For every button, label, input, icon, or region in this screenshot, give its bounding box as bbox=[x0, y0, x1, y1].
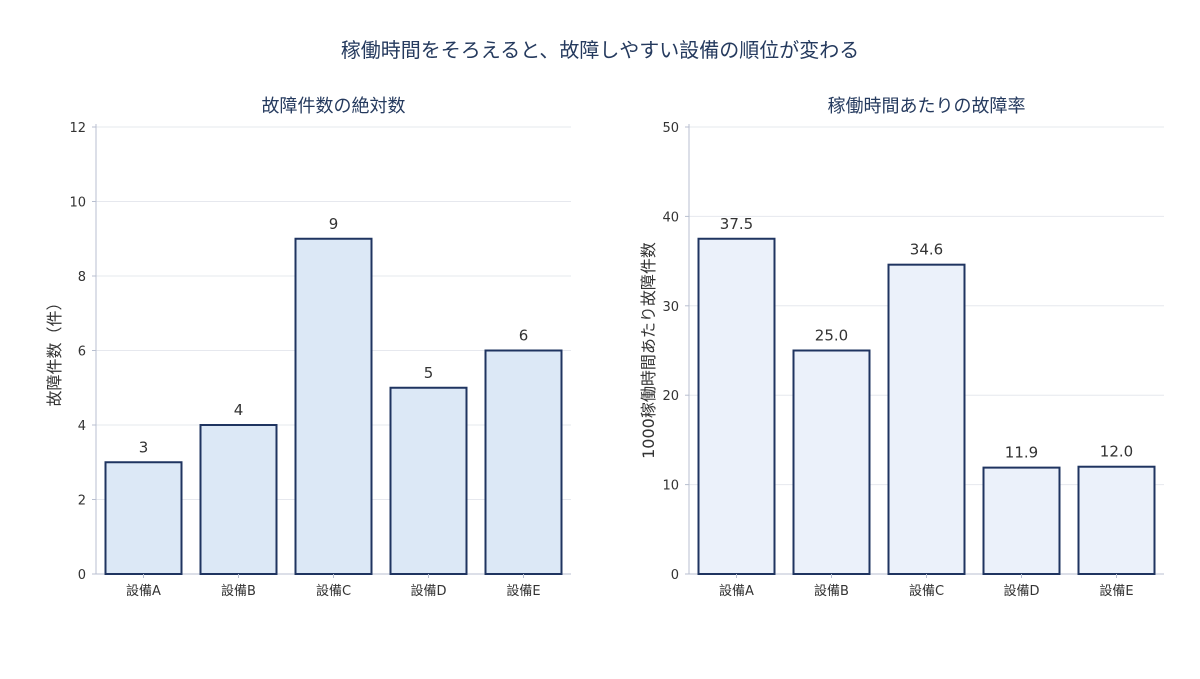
chart-1-y-tick-label: 10 bbox=[69, 196, 86, 211]
chart-2-y-axis-label: 1000稼働時間あたり故障件数 bbox=[639, 242, 658, 459]
chart-2-bar bbox=[887, 263, 966, 575]
chart-1-bar bbox=[199, 424, 278, 575]
chart-1-x-tick-label: 設備E bbox=[506, 583, 540, 599]
chart-2-x-tick-label: 設備C bbox=[909, 583, 944, 599]
chart-2-x-tick-label: 設備A bbox=[719, 583, 754, 599]
chart-2-y-tick-label: 10 bbox=[662, 479, 679, 494]
chart-1-bar bbox=[389, 386, 468, 575]
chart-2-y-tick-label: 40 bbox=[662, 210, 679, 225]
chart-2-bar bbox=[697, 237, 776, 575]
chart-2-title: 稼働時間あたりの故障率 bbox=[828, 96, 1026, 117]
chart-2-bar bbox=[1077, 465, 1156, 575]
chart-2-x-tick-label: 設備B bbox=[814, 583, 849, 599]
chart-2-data-label: 25.0 bbox=[815, 327, 848, 345]
chart-2-y-tick-label: 0 bbox=[671, 568, 679, 583]
chart-2-y-tick-label: 20 bbox=[662, 389, 679, 404]
chart-2-data-label: 12.0 bbox=[1100, 443, 1133, 461]
chart-2-x-tick-label: 設備D bbox=[1003, 583, 1039, 599]
chart-2-x-tick-label: 設備E bbox=[1099, 583, 1133, 599]
chart-2-data-label: 37.5 bbox=[720, 215, 753, 233]
chart-1-x-tick-label: 設備B bbox=[221, 583, 256, 599]
chart-2-data-label: 34.6 bbox=[910, 241, 943, 259]
chart-1-y-tick-label: 4 bbox=[78, 419, 86, 434]
chart-1-data-label: 9 bbox=[329, 215, 339, 233]
chart-1-data-label: 6 bbox=[519, 327, 529, 345]
chart-1-data-label: 3 bbox=[139, 438, 149, 456]
figure-title: 稼働時間をそろえると、故障しやすい設備の順位が変わる bbox=[341, 38, 859, 62]
chart-1-y-tick-label: 2 bbox=[78, 494, 86, 509]
chart-1-title: 故障件数の絶対数 bbox=[262, 96, 406, 117]
chart-1-data-label: 5 bbox=[424, 364, 434, 382]
chart-1-bar bbox=[104, 461, 183, 575]
chart-1-data-label: 4 bbox=[234, 401, 244, 419]
chart-1-y-tick-label: 8 bbox=[78, 270, 86, 285]
chart-1-bar bbox=[484, 349, 563, 575]
chart-1-bar bbox=[294, 237, 373, 575]
chart-1-y-tick-label: 6 bbox=[78, 345, 86, 360]
chart-2-bar bbox=[982, 466, 1061, 576]
chart-1-y-tick-label: 12 bbox=[69, 121, 86, 136]
chart-2-y-tick-label: 50 bbox=[662, 121, 679, 136]
chart-1-x-tick-label: 設備D bbox=[410, 583, 446, 599]
chart-2-bar bbox=[792, 349, 871, 575]
chart-1-x-tick-label: 設備A bbox=[126, 583, 161, 599]
chart-2-data-label: 11.9 bbox=[1005, 444, 1038, 462]
chart-1-x-tick-label: 設備C bbox=[316, 583, 351, 599]
chart-1-y-axis-label: 故障件数（件） bbox=[45, 294, 64, 406]
chart-2-y-tick-label: 30 bbox=[662, 300, 679, 315]
chart-1-y-tick-label: 0 bbox=[78, 568, 86, 583]
